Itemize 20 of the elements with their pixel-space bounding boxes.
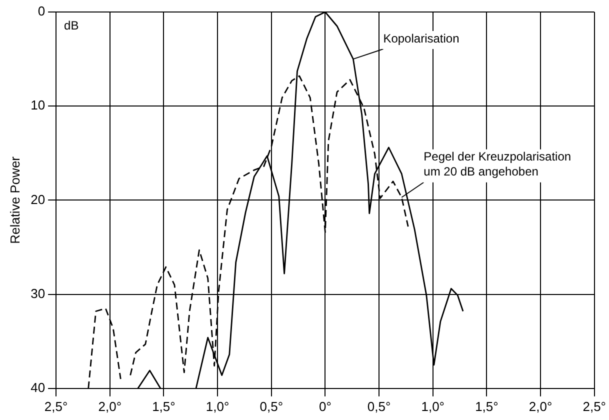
annotation: Pegel der Kreuzpolarisation um 20 dB angehoben [424,150,572,179]
y-tick-label: 30 [30,286,46,301]
x-tick-label: 2,0° [528,398,552,414]
y-axis-title: Relative Power [7,156,22,244]
x-tick-label: 0,5° [260,398,284,414]
y-tick-label: 20 [30,192,46,207]
y-tick-label: 10 [30,98,46,113]
x-tick-label: 2,5° [582,398,606,414]
x-tick-label: 1,0° [206,398,230,414]
x-tick-label: 0° [318,398,332,414]
x-tick-label: 1,5° [475,398,498,414]
x-tick-label: 1,0° [421,398,445,414]
x-tick-label: 2,5° [44,398,68,414]
y-tick-label: 40 [30,380,46,395]
annotation: dB [64,18,79,32]
annotation: Kopolarisation [383,31,460,46]
x-tick-label: 1,5° [152,398,176,414]
x-tick-label: 0,5° [367,398,391,414]
x-tick-label: 2,0° [98,398,122,414]
y-tick-label: 0 [38,4,46,19]
